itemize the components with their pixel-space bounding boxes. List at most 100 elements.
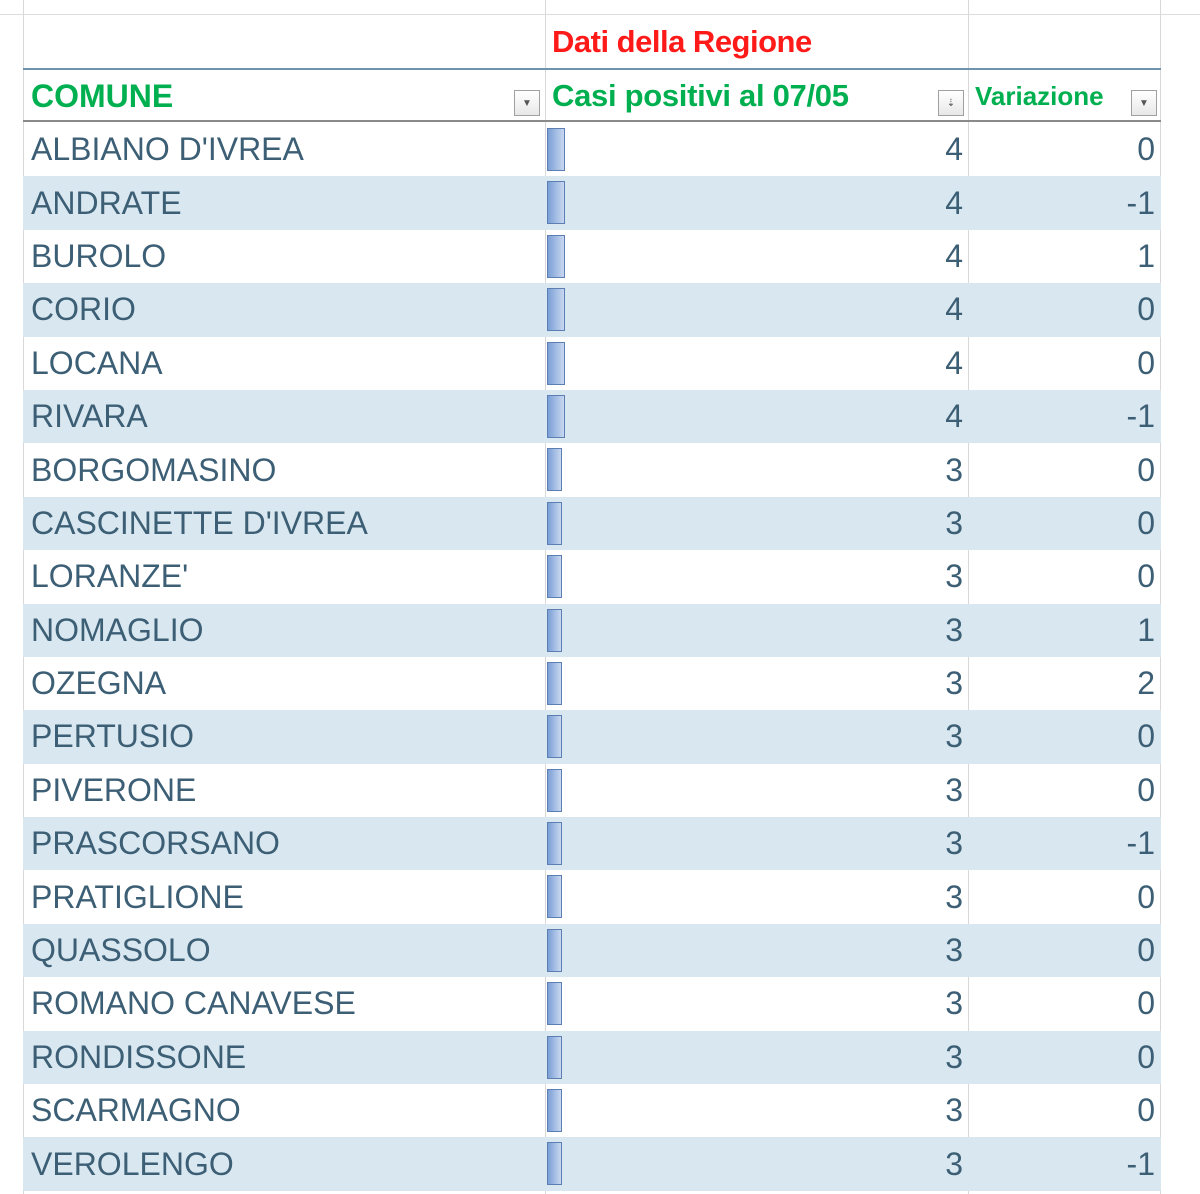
- comune-cell[interactable]: PERTUSIO: [31, 718, 194, 755]
- variation-cell[interactable]: 0: [1137, 558, 1155, 595]
- data-bar: [547, 394, 565, 438]
- comune-cell[interactable]: CORIO: [31, 291, 136, 328]
- cases-cell[interactable]: 4: [945, 398, 963, 435]
- comune-cell[interactable]: CASCINETTE D'IVREA: [31, 504, 368, 541]
- variation-cell[interactable]: 0: [1137, 985, 1155, 1022]
- variation-cell[interactable]: 0: [1137, 504, 1155, 541]
- data-bar: [547, 234, 565, 278]
- table-row[interactable]: VEROLENGO 3 -1: [23, 1137, 1161, 1191]
- header-comune: COMUNE: [31, 77, 174, 114]
- variation-cell[interactable]: 1: [1137, 237, 1155, 274]
- comune-cell[interactable]: LOCANA: [31, 344, 163, 381]
- table-row[interactable]: PIVERONE 3 0: [23, 764, 1161, 817]
- comune-cell[interactable]: SCARMAGNO: [31, 1092, 241, 1129]
- cases-cell[interactable]: 3: [945, 611, 963, 648]
- variation-cell[interactable]: 0: [1137, 771, 1155, 808]
- variation-cell[interactable]: -1: [1126, 398, 1155, 435]
- comune-cell[interactable]: RONDISSONE: [31, 1038, 247, 1075]
- table-header: COMUNE ▼ Casi positivi al 07/05 ⇣ Variaz…: [23, 68, 1161, 122]
- variation-cell[interactable]: 0: [1137, 878, 1155, 915]
- cases-cell[interactable]: 4: [945, 344, 963, 381]
- cases-cell[interactable]: 4: [945, 184, 963, 221]
- table-row[interactable]: RONDISSONE 3 0: [23, 1030, 1161, 1085]
- table-row[interactable]: PERTUSIO 3 0: [23, 710, 1161, 764]
- variation-cell[interactable]: 1: [1137, 611, 1155, 648]
- variation-cell[interactable]: 0: [1137, 1038, 1155, 1075]
- cases-cell[interactable]: 3: [945, 451, 963, 488]
- cases-cell[interactable]: 3: [945, 932, 963, 969]
- table-row[interactable]: LORANZE' 3 0: [23, 550, 1161, 603]
- cases-cell[interactable]: 4: [945, 131, 963, 168]
- header-cases: Casi positivi al 07/05: [552, 78, 849, 113]
- comune-cell[interactable]: PRASCORSANO: [31, 825, 280, 862]
- table-row[interactable]: OZEGNA 3 2: [23, 657, 1161, 710]
- table-row[interactable]: RIVARA 4 -1: [23, 389, 1161, 444]
- variation-cell[interactable]: 0: [1137, 1092, 1155, 1129]
- variation-cell[interactable]: -1: [1126, 184, 1155, 221]
- variation-cell[interactable]: -1: [1126, 825, 1155, 862]
- data-bar: [547, 448, 562, 492]
- cases-cell[interactable]: 3: [945, 1092, 963, 1129]
- table-row[interactable]: LOCANA 4 0: [23, 337, 1161, 390]
- variation-cell[interactable]: 2: [1137, 665, 1155, 702]
- comune-cell[interactable]: PRATIGLIONE: [31, 878, 244, 915]
- variation-cell[interactable]: 0: [1137, 932, 1155, 969]
- comune-cell[interactable]: LORANZE': [31, 558, 189, 595]
- variation-cell[interactable]: -1: [1126, 1145, 1155, 1182]
- table-row[interactable]: ALBIANO D'IVREA 4 0: [23, 123, 1161, 176]
- comune-cell[interactable]: ANDRATE: [31, 184, 182, 221]
- table-row[interactable]: ANDRATE 4 -1: [23, 176, 1161, 230]
- cases-cell[interactable]: 3: [945, 558, 963, 595]
- data-bar: [547, 715, 562, 759]
- variation-cell[interactable]: 0: [1137, 131, 1155, 168]
- comune-cell[interactable]: OZEGNA: [31, 665, 167, 702]
- column-line: [1160, 0, 1161, 1194]
- table-row[interactable]: QUASSOLO 3 0: [23, 923, 1161, 978]
- data-bar: [547, 555, 562, 599]
- data-bar: [547, 1035, 562, 1079]
- data-bar: [547, 608, 562, 652]
- cases-cell[interactable]: 3: [945, 504, 963, 541]
- column-line: [545, 0, 546, 1194]
- table-row[interactable]: PRATIGLIONE 3 0: [23, 870, 1161, 923]
- filter-dropdown-icon[interactable]: ▼: [514, 90, 540, 116]
- table-row[interactable]: ROMANO CANAVESE 3 0: [23, 977, 1161, 1030]
- cases-cell[interactable]: 3: [945, 985, 963, 1022]
- data-bar: [547, 181, 565, 225]
- cases-cell[interactable]: 3: [945, 1038, 963, 1075]
- cases-cell[interactable]: 3: [945, 665, 963, 702]
- cases-cell[interactable]: 3: [945, 878, 963, 915]
- region-data-title: Dati della Regione: [552, 24, 812, 59]
- variation-cell[interactable]: 0: [1137, 344, 1155, 381]
- variation-cell[interactable]: 0: [1137, 718, 1155, 755]
- comune-cell[interactable]: QUASSOLO: [31, 932, 211, 969]
- table-row[interactable]: BORGOMASINO 3 0: [23, 443, 1161, 496]
- cases-cell[interactable]: 4: [945, 237, 963, 274]
- data-bar: [547, 1089, 562, 1133]
- filter-dropdown-icon[interactable]: ▼: [1131, 90, 1157, 116]
- table-row[interactable]: PRASCORSANO 3 -1: [23, 817, 1161, 871]
- table-row[interactable]: CASCINETTE D'IVREA 3 0: [23, 496, 1161, 551]
- comune-cell[interactable]: NOMAGLIO: [31, 611, 204, 648]
- table-body: ALBIANO D'IVREA 4 0 ANDRATE 4 -1 BUROLO 4 1 CORIO…: [23, 123, 1161, 1191]
- table-row[interactable]: SCARMAGNO 3 0: [23, 1084, 1161, 1137]
- cases-cell[interactable]: 3: [945, 825, 963, 862]
- comune-cell[interactable]: BUROLO: [31, 237, 167, 274]
- comune-cell[interactable]: ALBIANO D'IVREA: [31, 131, 304, 168]
- variation-cell[interactable]: 0: [1137, 451, 1155, 488]
- comune-cell[interactable]: PIVERONE: [31, 771, 197, 808]
- comune-cell[interactable]: BORGOMASINO: [31, 451, 277, 488]
- table-row[interactable]: BUROLO 4 1: [23, 230, 1161, 283]
- data-bar: [547, 288, 565, 332]
- cases-cell[interactable]: 3: [945, 1145, 963, 1182]
- cases-cell[interactable]: 3: [945, 718, 963, 755]
- cases-cell[interactable]: 3: [945, 771, 963, 808]
- comune-cell[interactable]: ROMANO CANAVESE: [31, 985, 356, 1022]
- comune-cell[interactable]: VEROLENGO: [31, 1145, 234, 1182]
- table-row[interactable]: CORIO 4 0: [23, 283, 1161, 337]
- comune-cell[interactable]: RIVARA: [31, 398, 148, 435]
- variation-cell[interactable]: 0: [1137, 291, 1155, 328]
- sort-descending-icon[interactable]: ⇣: [938, 90, 964, 116]
- cases-cell[interactable]: 4: [945, 291, 963, 328]
- table-row[interactable]: NOMAGLIO 3 1: [23, 603, 1161, 657]
